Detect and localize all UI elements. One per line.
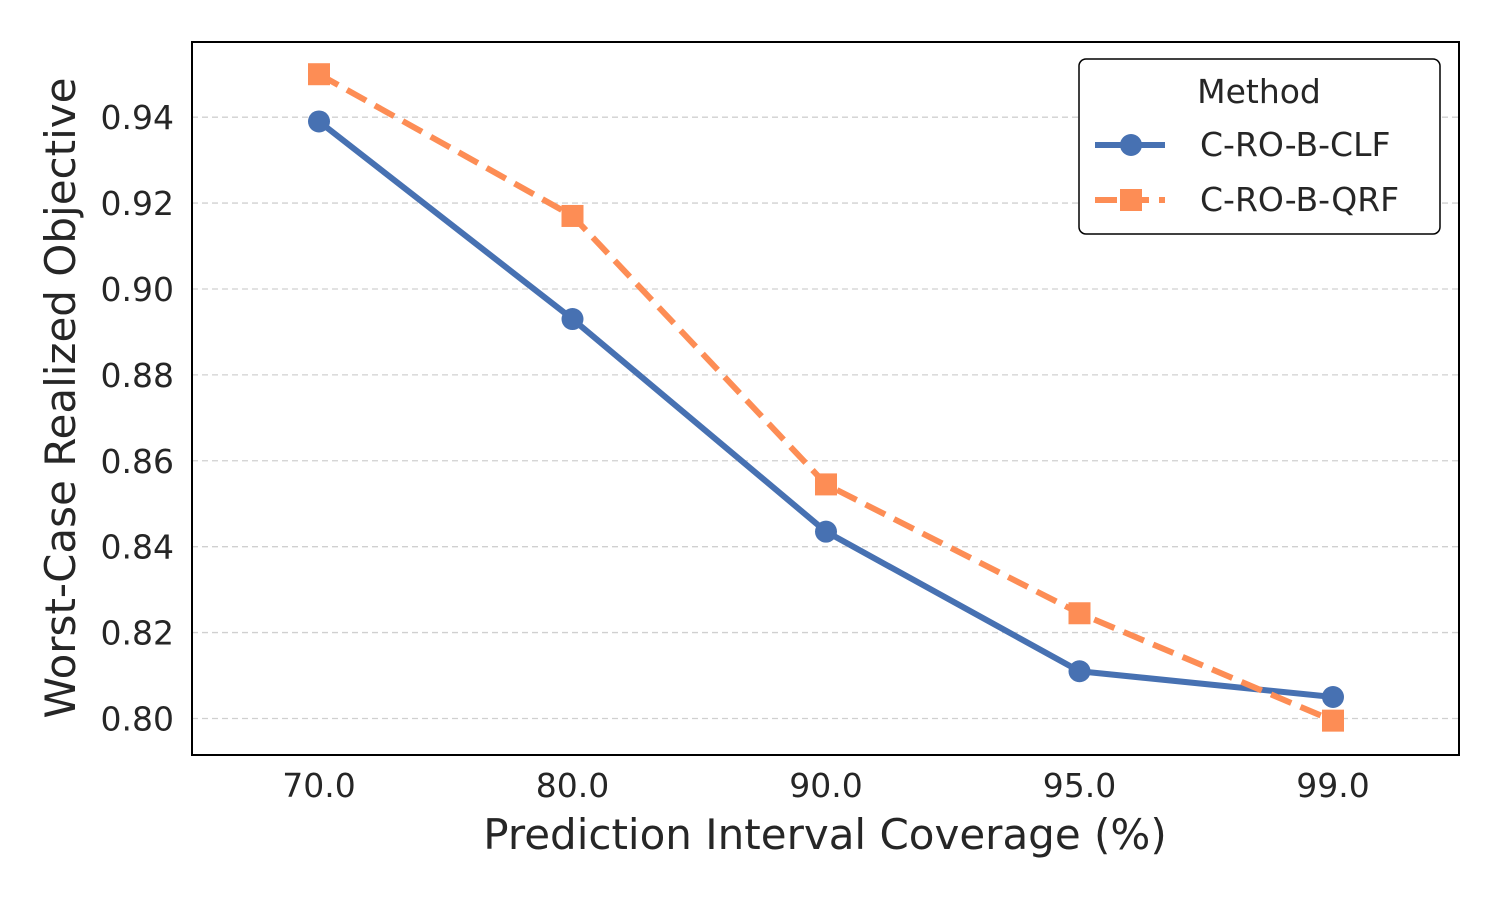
data-point-c-ro-b-qrf — [1322, 709, 1344, 732]
legend-label-c-ro-b-qrf: C-RO-B-QRF — [1200, 180, 1399, 219]
x-tick-label: 70.0 — [282, 766, 355, 805]
data-point-c-ro-b-clf — [561, 308, 584, 331]
x-tick-label: 80.0 — [536, 766, 609, 805]
legend-marker-c-ro-b-clf — [1120, 134, 1142, 156]
y-tick-label: 0.90 — [101, 270, 174, 309]
y-axis-title: Worst-Case Realized Objective — [36, 78, 85, 719]
legend-title: Method — [1197, 72, 1321, 111]
y-tick-label: 0.94 — [101, 98, 174, 137]
y-tick-label: 0.92 — [101, 184, 174, 223]
data-point-c-ro-b-clf — [1068, 660, 1091, 683]
x-tick-label: 95.0 — [1043, 766, 1116, 805]
plot-frame — [191, 41, 1460, 756]
x-axis-title: Prediction Interval Coverage (%) — [483, 810, 1166, 859]
y-tick-label: 0.84 — [101, 528, 174, 567]
legend-entries: C-RO-B-CLF C-RO-B-QRF — [1095, 125, 1399, 219]
x-tick-label: 90.0 — [789, 766, 862, 805]
x-axis-ticks: 70.0 80.0 90.0 95.0 99.0 — [282, 766, 1369, 805]
data-point-c-ro-b-qrf — [815, 473, 837, 496]
data-point-c-ro-b-qrf — [308, 63, 330, 86]
x-tick-label: 99.0 — [1296, 766, 1369, 805]
series-layer — [308, 63, 1344, 732]
legend: Method C-RO-B-CLF C-RO-B-QRF — [1078, 58, 1441, 235]
data-point-c-ro-b-clf — [308, 110, 330, 133]
data-point-c-ro-b-clf — [1322, 686, 1344, 709]
data-point-c-ro-b-clf — [815, 520, 837, 543]
y-tick-label: 0.80 — [101, 699, 174, 738]
y-tick-label: 0.88 — [101, 356, 174, 395]
y-axis-ticks: 0.80 0.82 0.84 0.86 0.88 0.90 0.92 0.94 — [101, 98, 174, 738]
data-point-c-ro-b-qrf — [1068, 602, 1091, 625]
y-tick-label: 0.86 — [101, 442, 174, 481]
legend-frame — [1078, 58, 1441, 235]
legend-marker-c-ro-b-qrf — [1120, 189, 1142, 211]
y-tick-label: 0.82 — [101, 614, 174, 653]
data-point-c-ro-b-qrf — [561, 204, 584, 227]
legend-label-c-ro-b-clf: C-RO-B-CLF — [1200, 125, 1390, 164]
